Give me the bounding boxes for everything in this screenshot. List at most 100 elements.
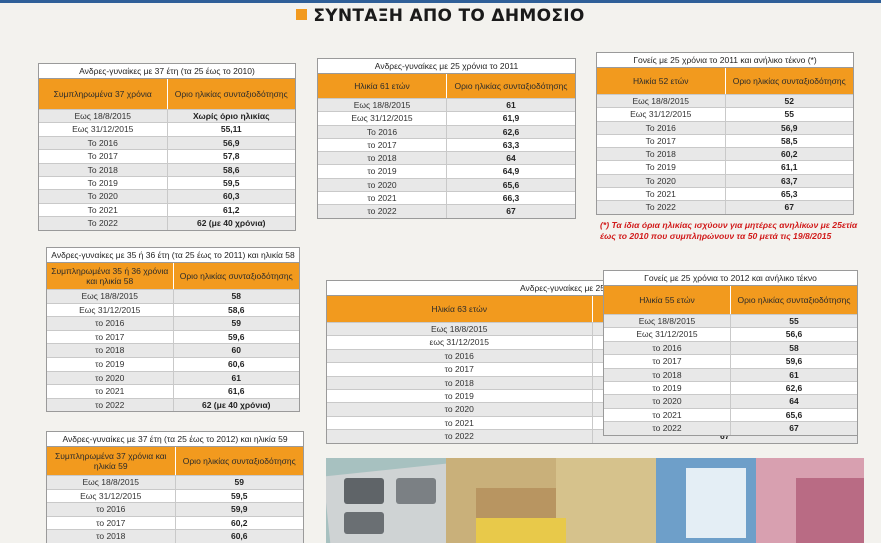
row-label: Εως 31/12/2015 [47,303,174,317]
row-label: Το 2021 [39,203,168,217]
table-caption: Γονείς με 25 χρόνια το 2011 και ανήλικο … [597,53,853,68]
row-value: 64 [506,153,516,164]
table-row: Το 2020 60,3 [39,189,295,203]
row-label: Εως 31/12/2015 [47,489,176,503]
column-header: Ηλικία 55 ετών [604,286,731,314]
table-body: Εως 18/8/2015 61 Εως 31/12/2015 61,9 Το 2016… [318,98,575,218]
row-label: το 2021 [327,416,593,430]
row-value: 59,6 [227,331,245,342]
row-label: το 2019 [318,165,447,178]
row-value: 59,5 [222,177,240,188]
table-row: Εως 18/8/2015 58 [47,289,299,303]
column-header: Οριο ηλικίας συνταξιοδότησης [454,81,568,91]
row-value: 56,9 [780,122,798,133]
table-parents-25-years-2011: Γονείς με 25 χρόνια το 2011 και ανήλικο … [596,52,854,215]
row-label: Το 2019 [597,161,726,174]
table-row: το 2016 58 [604,340,857,355]
row-value: 56,6 [785,329,803,340]
table-row: το 2021 61,6 [47,384,299,398]
euro-banknotes-photo [326,458,864,543]
table-row: Το 2018 60,2 [597,147,853,161]
row-label: Εως 31/12/2015 [597,108,726,121]
row-label: το 2018 [327,376,593,389]
column-header: Συμπληρωμένα 37 χρόνια και ηλικία 59 [47,447,176,475]
row-label: Το 2019 [39,176,168,190]
table-parents-25-years-2012: Γονείς με 25 χρόνια το 2012 και ανήλικο … [603,270,858,436]
row-label: Το 2021 [597,188,726,201]
row-label: το 2016 [327,349,593,363]
row-value: 64,9 [502,166,520,177]
top-rule [0,0,881,3]
table-row: το 2017 60,2 [47,515,303,530]
footnote: (*) Τα ίδια όρια ηλικίας ισχύουν για μητ… [600,220,858,241]
row-value: 59 [231,318,241,329]
table-row: το 2017 59,6 [604,354,857,368]
row-value: 65,6 [785,409,803,420]
page-title-text: ΣΥΝΤΑΞΗ ΑΠΟ ΤΟ ΔΗΜΟΣΙΟ [313,6,585,26]
orange-square-icon [296,9,308,20]
table-row: Εως 31/12/2015 58,6 [47,302,299,317]
table-row: Το 2021 61,2 [39,202,295,217]
table-caption: Ανδρες-γυναίκες με 37 έτη (τα 25 έως το … [39,64,295,79]
table-row: το 2017 63,3 [318,137,575,152]
row-value: 61,2 [222,204,240,215]
table-row: το 2018 60 [47,343,299,357]
row-label: το 2019 [47,357,174,371]
table-row: Το 2016 62,6 [318,124,575,138]
table-header-row: Ηλικία 61 ετών Οριο ηλικίας συνταξιοδότησ… [318,74,575,98]
table-row: Το 2019 59,5 [39,175,295,190]
row-value: 61,1 [780,162,798,173]
row-label: Εως 18/8/2015 [604,315,731,328]
row-label: Εως 18/8/2015 [47,290,174,303]
row-value: 67 [506,206,516,217]
table-row: το 2016 59,9 [47,502,303,516]
row-value: 65,3 [780,189,798,200]
table-row: Εως 18/8/2015 61 [318,98,575,112]
row-label: το 2018 [604,368,731,381]
row-label: το 2016 [47,317,174,330]
table-row: Το 2016 56,9 [597,120,853,134]
row-label: Εως 18/8/2015 [327,323,593,336]
table-row: το 2021 65,6 [604,407,857,422]
row-label: Το 2017 [39,150,168,163]
row-value: 61 [231,372,241,383]
row-label: το 2022 [47,398,174,412]
table-caption: Ανδρες-γυναίκες με 25 χρόνια το 2012 [327,281,857,296]
row-label: το 2017 [318,138,447,152]
column-header: Συμπληρωμένα 37 χρόνια [39,79,168,109]
table-row: Το 2018 58,6 [39,162,295,176]
row-label: το 2017 [47,516,176,530]
row-value: 64 [789,396,799,407]
row-value: 62,6 [785,382,803,393]
table-header-row: Ηλικία 52 ετών Οριο ηλικίας συνταξιοδότησ… [597,68,853,94]
row-value: 58,6 [222,164,240,175]
row-label: το 2017 [327,363,593,376]
table-row: Εως 31/12/2015 59,5 [47,488,303,503]
table-men-women-37-years-age-59: Ανδρες-γυναίκες με 37 έτη (τα 25 έως το … [46,431,304,543]
row-label: το 2018 [47,530,176,543]
row-label: το 2020 [604,395,731,408]
row-label: το 2018 [47,344,174,357]
column-header: Ηλικία 52 ετών [597,68,726,94]
row-value: 57,8 [222,151,240,162]
table-row: Το 2016 56,9 [39,135,295,150]
row-value: 62,6 [502,126,520,137]
table-row: Το 2021 65,3 [597,187,853,201]
row-value: 56,9 [222,137,240,148]
row-value: 67 [784,202,794,213]
row-value: 62 (με 40 χρόνια) [201,399,271,410]
table-row: Το 2022 62 (με 40 χρόνια) [39,216,295,230]
row-label: το 2020 [47,371,174,385]
column-header: Οριο ηλικίας συνταξιοδότησης [179,271,293,281]
row-value: 63,3 [502,139,520,150]
column-header: Οριο ηλικίας συνταξιοδότησης [732,76,846,86]
table-body: Εως 18/8/2015 55 Εως 31/12/2015 56,6 το 2016… [604,314,857,435]
row-label: Εως 18/8/2015 [47,476,176,489]
row-value: 67 [720,431,730,442]
page-title: ΣΥΝΤΑΞΗ ΑΠΟ ΤΟ ΔΗΜΟΣΙΟ [0,6,881,26]
row-value: 61 [506,100,516,110]
row-label: Το 2022 [597,201,726,214]
table-row: το 2022 67 [318,204,575,218]
row-value: 65,6 [502,179,520,190]
table-row: Το 2020 63,7 [597,173,853,188]
